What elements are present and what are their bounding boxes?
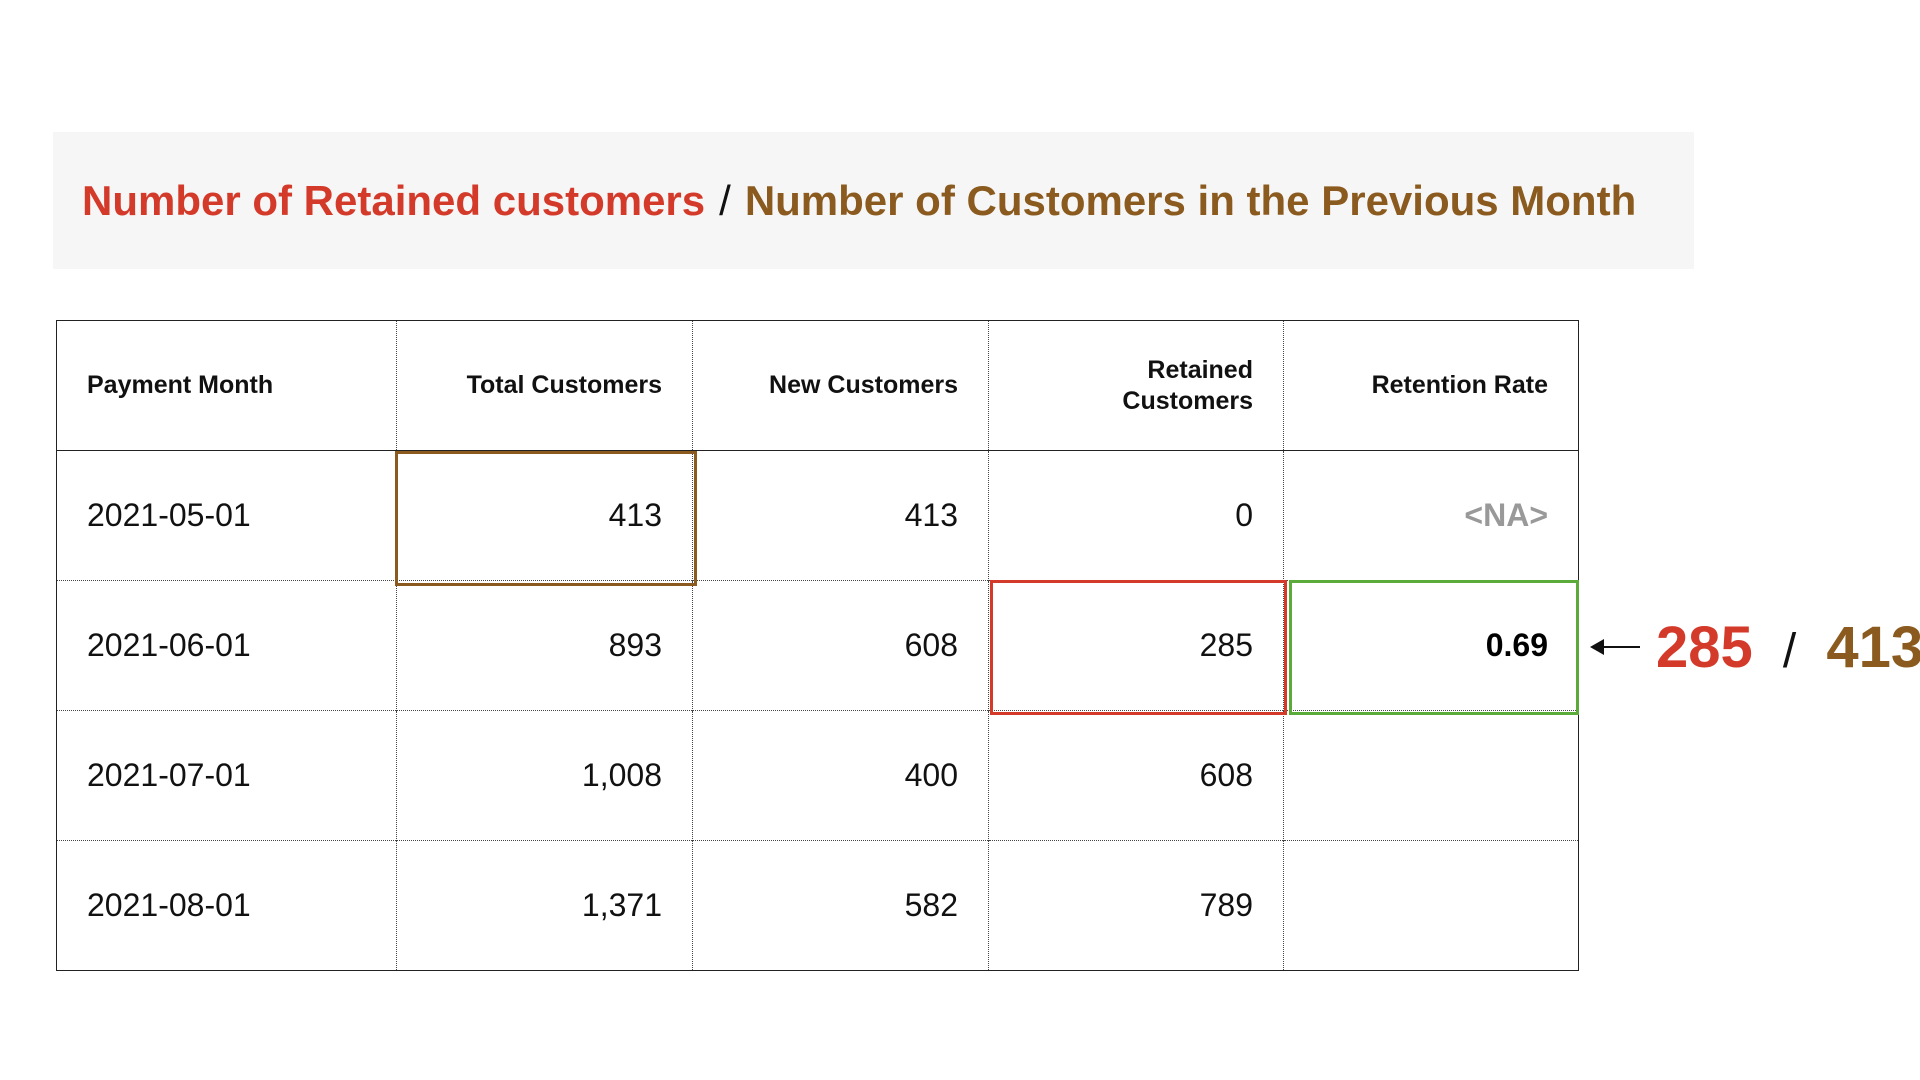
cell-retained-customers: 608 [988,710,1284,841]
cell-retention-rate [1283,710,1579,841]
header-retention-rate: Retention Rate [1283,320,1579,451]
table-row: 2021-06-01 893 608 285 0.69 [56,580,1579,711]
cell-total-customers: 413 [396,450,693,581]
header-payment-month: Payment Month [56,320,397,451]
table-row: 2021-08-01 1,371 582 789 [56,840,1579,971]
cell-total-customers: 1,008 [396,710,693,841]
cell-new-customers: 413 [692,450,989,581]
cell-total-customers: 893 [396,580,693,711]
cell-retention-rate: <NA> [1283,450,1579,581]
left-arrow-icon [1590,639,1640,655]
cell-payment-month: 2021-07-01 [56,710,397,841]
cell-retention-rate: 0.69 [1283,580,1579,711]
cell-total-customers: 1,371 [396,840,693,971]
calculation-separator: / [1782,625,1797,678]
formula-numerator: Number of Retained customers [82,176,706,224]
formula-separator: / [719,176,731,224]
header-retained-line1: Retained [1147,355,1253,384]
cell-retention-rate [1283,840,1579,971]
retention-table: Payment Month Total Customers New Custom… [56,320,1579,971]
calculation-expression: 285 / 413 [1656,616,1920,684]
calculation-numerator: 285 [1656,615,1753,680]
header-retained-line2: Customers [1122,386,1253,415]
header-retained-customers: Retained Customers [988,320,1284,451]
header-total-customers: Total Customers [396,320,693,451]
cell-retained-customers: 0 [988,450,1284,581]
formula-denominator: Number of Customers in the Previous Mont… [744,176,1637,224]
table-row: 2021-05-01 413 413 0 <NA> [56,450,1579,581]
table-header-row: Payment Month Total Customers New Custom… [56,320,1579,451]
cell-new-customers: 400 [692,710,989,841]
table-row: 2021-07-01 1,008 400 608 [56,710,1579,841]
cell-payment-month: 2021-06-01 [56,580,397,711]
calculation-denominator: 413 [1826,615,1920,680]
na-value: <NA> [1464,497,1548,533]
header-new-customers: New Customers [692,320,989,451]
cell-payment-month: 2021-08-01 [56,840,397,971]
formula-banner: Number of Retained customers / Number of… [53,132,1694,269]
cell-payment-month: 2021-05-01 [56,450,397,581]
cell-new-customers: 582 [692,840,989,971]
cell-retained-customers: 789 [988,840,1284,971]
cell-new-customers: 608 [692,580,989,711]
cell-retained-customers: 285 [988,580,1284,711]
retention-rate-value: 0.69 [1485,627,1548,663]
